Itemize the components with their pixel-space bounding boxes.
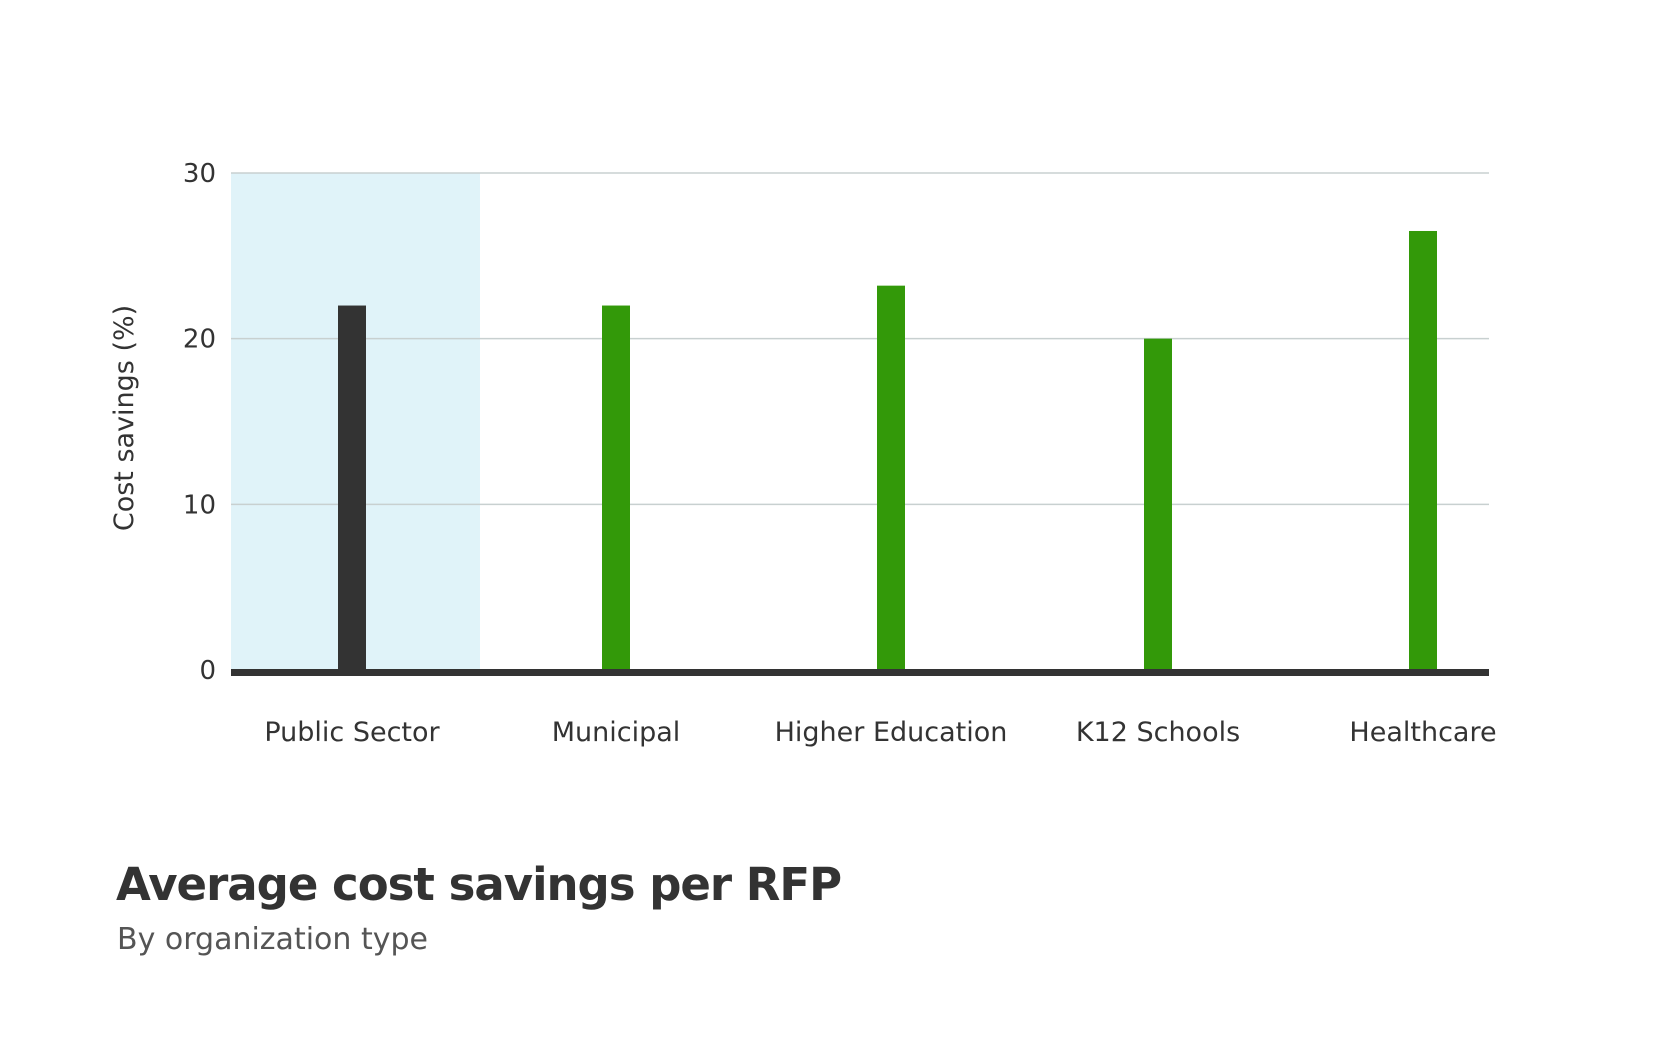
- chart-subtitle: By organization type: [117, 922, 428, 957]
- y-axis-label: Cost savings (%): [109, 305, 140, 531]
- x-axis-line: [231, 669, 1489, 676]
- chart-title: Average cost savings per RFP: [116, 858, 842, 911]
- bar-public-sector: [338, 305, 366, 670]
- y-tick-label: 20: [183, 325, 216, 355]
- bar-k12-schools: [1144, 338, 1172, 670]
- y-tick-label: 10: [183, 490, 216, 520]
- bar-municipal: [602, 305, 630, 670]
- x-tick-label: Higher Education: [775, 717, 1008, 748]
- y-tick-label: 0: [199, 656, 216, 686]
- x-tick-label: Public Sector: [264, 717, 440, 748]
- x-tick-label: Municipal: [552, 717, 681, 748]
- x-tick-label: Healthcare: [1349, 717, 1496, 748]
- y-tick-label: 30: [183, 159, 216, 189]
- bar-higher-education: [877, 285, 905, 670]
- x-tick-label: K12 Schools: [1076, 717, 1240, 748]
- bar-healthcare: [1409, 230, 1437, 670]
